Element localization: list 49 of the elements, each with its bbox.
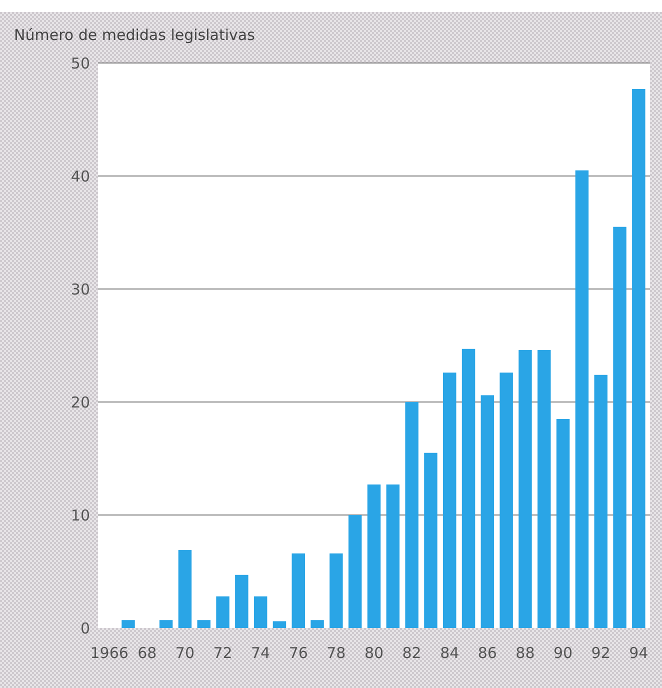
y-axis-title: Número de medidas legislativas	[14, 26, 256, 44]
bar	[538, 350, 551, 628]
bar	[556, 418, 570, 628]
x-tick-label: 92	[591, 644, 610, 662]
bar	[178, 550, 192, 628]
bar	[310, 620, 324, 628]
y-tick-label: 0	[80, 619, 90, 638]
x-tick-label: 78	[326, 644, 346, 662]
bar	[197, 620, 210, 628]
bar	[272, 621, 286, 628]
y-tick-label: 30	[70, 280, 90, 298]
bar	[594, 374, 608, 628]
x-tick-label: 84	[440, 644, 460, 662]
bar	[462, 348, 476, 628]
x-tick-label: 70	[175, 644, 195, 662]
x-tick-label: 76	[288, 644, 308, 662]
x-tick-label: 90	[553, 644, 573, 662]
bar	[480, 395, 494, 628]
bar	[159, 620, 173, 628]
x-tick-label: 86	[478, 644, 497, 662]
bar	[575, 170, 589, 628]
x-tick-label: 74	[251, 644, 270, 662]
bar	[424, 452, 438, 628]
y-tick-label: 50	[70, 54, 90, 72]
bar	[386, 484, 400, 628]
x-tick-label: 80	[364, 644, 384, 662]
bar	[613, 226, 626, 628]
x-tick-label: 68	[138, 644, 157, 662]
bar	[632, 88, 646, 628]
y-tick-label: 40	[70, 167, 90, 186]
x-tick-label: 94	[629, 644, 648, 662]
bar	[330, 553, 343, 628]
y-tick-label: 20	[70, 393, 90, 412]
x-tick-label: 82	[402, 644, 422, 662]
bar	[500, 372, 513, 628]
bar	[405, 402, 418, 628]
bar	[518, 350, 532, 628]
y-tick-label: 10	[70, 506, 90, 524]
bar	[292, 553, 305, 628]
bar	[254, 596, 268, 628]
x-tick-label: 88	[516, 644, 535, 662]
bar	[443, 372, 456, 628]
x-tick-label: 1966	[90, 644, 128, 662]
bar	[216, 596, 230, 628]
bar	[348, 515, 362, 628]
bar	[235, 574, 248, 628]
bar	[367, 484, 381, 628]
bar	[122, 620, 135, 628]
x-tick-label: 72	[213, 644, 232, 662]
